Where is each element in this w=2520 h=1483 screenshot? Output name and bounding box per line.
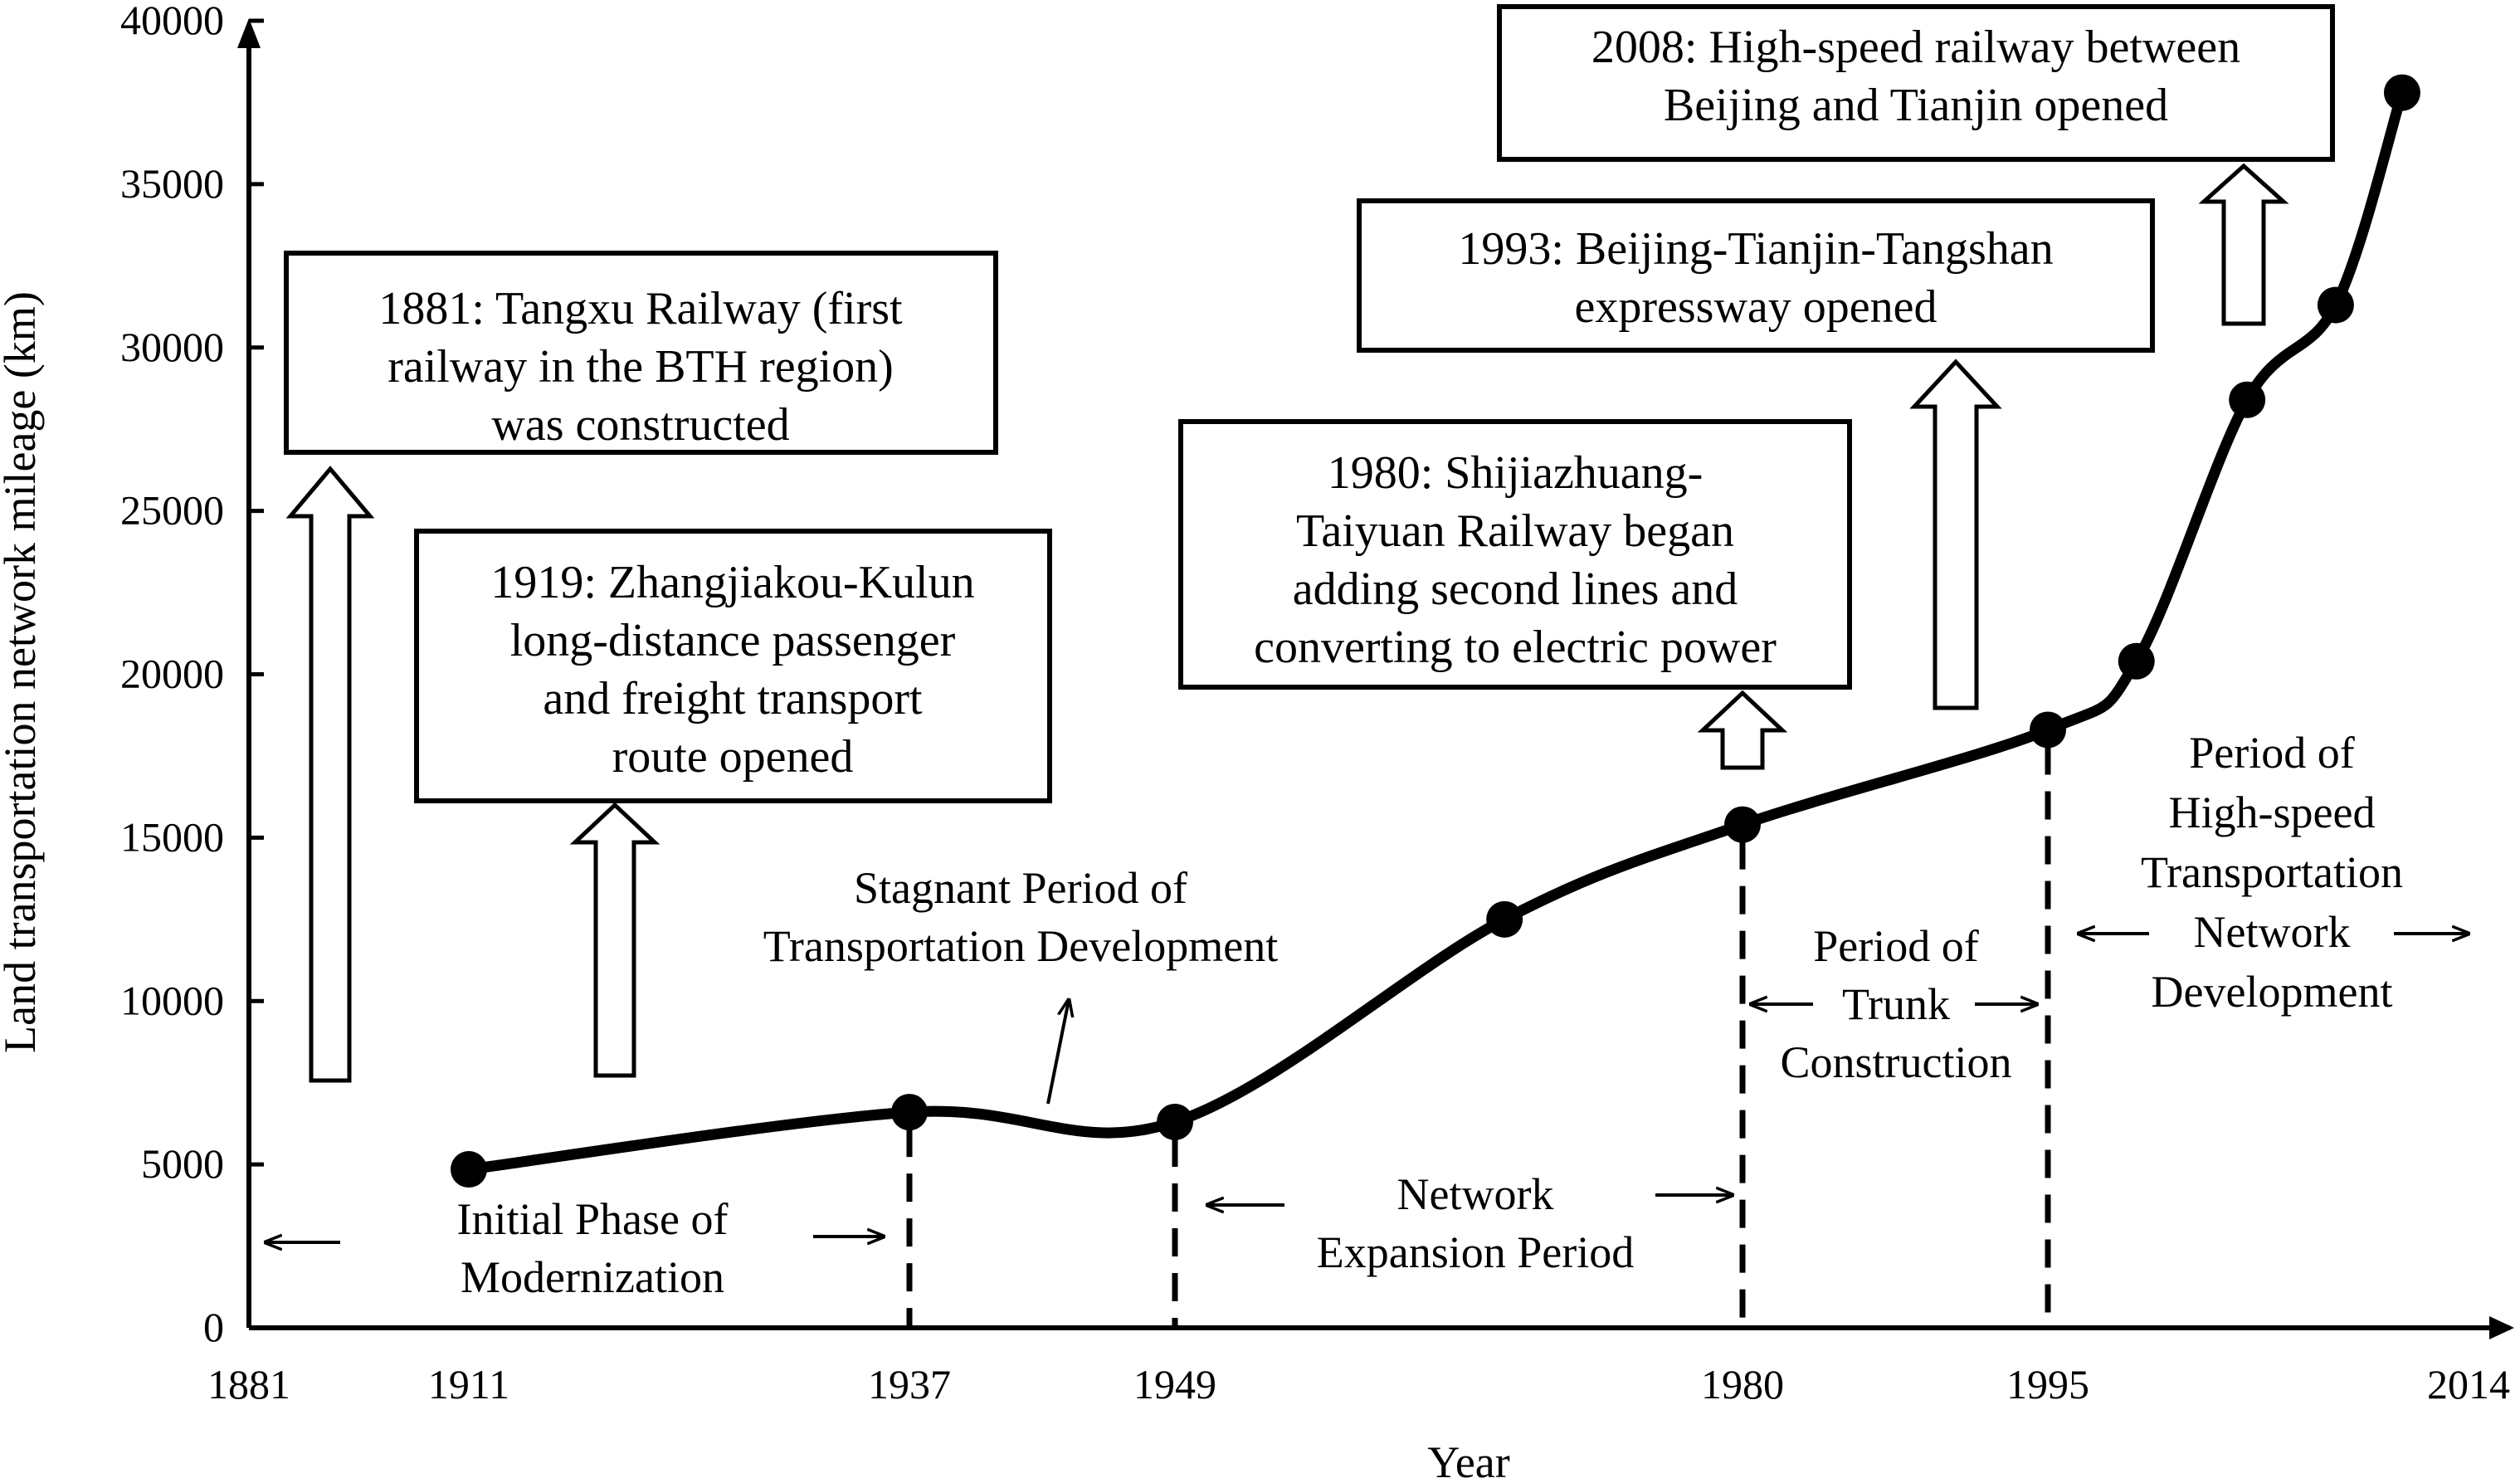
period-label: Network	[2194, 907, 2351, 957]
annotation-text: expressway opened	[1575, 281, 1938, 333]
arrow-1919-annotation	[569, 802, 660, 1078]
x-tick-label: 1995	[2006, 1361, 2089, 1407]
period-label: Network	[1397, 1169, 1554, 1219]
annotation-text: and freight transport	[543, 673, 923, 724]
annotation-box-1919	[414, 529, 1052, 803]
data-point	[2118, 642, 2155, 680]
annotation-box-1881	[284, 251, 998, 455]
annotation-text: 1993: Beijing-Tianjin-Tangshan	[1458, 223, 2053, 275]
y-tick-label: 0	[203, 1304, 224, 1350]
annotation-text: Beijing and Tianjin opened	[1664, 80, 2168, 131]
period-label: Expansion Period	[1317, 1227, 1634, 1277]
annotation-text: 1881: Tangxu Railway (first	[378, 283, 903, 334]
arrow-1980-annotation	[1697, 690, 1788, 770]
arrow-1993-annotation	[1909, 359, 2002, 710]
data-point	[2317, 286, 2354, 324]
annotation-text: 1919: Zhangjiakou-Kulun	[490, 557, 974, 608]
x-axis	[249, 1316, 2514, 1339]
y-tick-label: 35000	[120, 160, 224, 207]
annotation-text: adding second lines and	[1293, 563, 1738, 615]
data-point	[1724, 806, 1761, 843]
period-label: Initial Phase of	[457, 1194, 729, 1244]
data-point	[2229, 381, 2266, 418]
x-axis-title: Year	[1427, 1437, 1510, 1483]
x-tick-label: 1949	[1133, 1361, 1216, 1407]
annotation-text: 1980: Shijiazhuang-	[1328, 447, 1704, 499]
annotation-text: route opened	[612, 731, 854, 783]
period-label: High-speed	[2169, 788, 2376, 837]
x-tick-label: 1937	[868, 1361, 951, 1407]
y-axis-title: Land transportation network mileage (km)	[0, 291, 45, 1053]
arrow-2008-annotation	[2198, 163, 2289, 326]
period-label: Trunk	[1842, 979, 1950, 1029]
arrow-1881-annotation	[285, 466, 375, 1083]
period-arrows	[266, 934, 2469, 1242]
stagnant-pointer	[1046, 1000, 1069, 1105]
y-tick-label: 5000	[141, 1140, 224, 1187]
annotation-text: 2008: High-speed railway between	[1591, 22, 2240, 73]
y-tick-label: 10000	[120, 977, 224, 1023]
y-tick-label: 30000	[120, 324, 224, 370]
data-point	[451, 1151, 487, 1188]
data-point	[1486, 900, 1523, 938]
y-tick-label: 25000	[120, 487, 224, 534]
annotation-text: Taiyuan Railway began	[1296, 505, 1734, 557]
annotation-text: was constructed	[491, 399, 789, 451]
period-label: Transportation	[2141, 847, 2403, 897]
annotation-box-1980	[1178, 419, 1852, 690]
x-tick-label: 1881	[207, 1361, 290, 1407]
period-label: Construction	[1781, 1037, 2012, 1087]
data-point	[2383, 74, 2420, 111]
period-label: Modernization	[461, 1252, 724, 1302]
x-tick-label: 2014	[2427, 1361, 2510, 1407]
annotation-box-2008	[1497, 4, 2335, 162]
y-tick-label: 20000	[120, 651, 224, 697]
annotation-text: converting to electric power	[1254, 622, 1777, 673]
period-label: Transportation Development	[763, 921, 1278, 971]
data-point	[2030, 711, 2066, 749]
x-tick-label: 1980	[1701, 1361, 1784, 1407]
period-label: Development	[2152, 967, 2393, 1017]
annotation-text: long-distance passenger	[510, 615, 956, 666]
period-label: Period of	[2189, 728, 2354, 778]
data-point	[1157, 1103, 1193, 1140]
y-tick-label: 15000	[120, 813, 224, 860]
period-label: Period of	[1813, 921, 1978, 971]
data-point	[891, 1094, 928, 1131]
period-label: Stagnant Period of	[854, 863, 1187, 913]
x-tick-label: 1911	[428, 1361, 509, 1407]
y-tick-label: 40000	[120, 0, 224, 43]
annotation-text: railway in the BTH region)	[388, 341, 894, 393]
annotation-box-1993	[1357, 198, 2155, 353]
